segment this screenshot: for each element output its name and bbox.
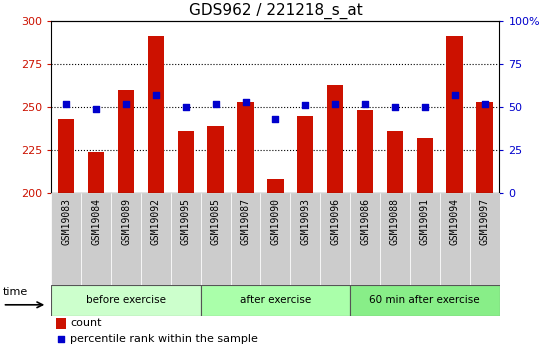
Bar (320, 193, 350, 285)
Text: GSM19090: GSM19090 (271, 198, 280, 245)
Point (301, 102, 309, 108)
Bar (147, 36, 164, 193)
Text: GSM19097: GSM19097 (480, 198, 490, 245)
Text: GSM19089: GSM19089 (121, 198, 131, 245)
Bar (387, 131, 403, 193)
Text: 60 min after exercise: 60 min after exercise (369, 295, 480, 305)
Point (152, 92, 160, 98)
Text: GSM19095: GSM19095 (181, 198, 191, 245)
Bar (350, 285, 500, 316)
Point (122, 101, 130, 106)
Text: after exercise: after exercise (240, 295, 311, 305)
Bar (178, 131, 194, 193)
Bar (297, 116, 314, 193)
Text: count: count (70, 318, 102, 328)
Bar (58, 119, 75, 193)
Text: before exercise: before exercise (86, 295, 166, 305)
Text: GSM19091: GSM19091 (420, 198, 430, 245)
Point (331, 101, 340, 106)
Text: GSM19096: GSM19096 (330, 198, 340, 245)
Bar (56, 318, 66, 329)
Text: GSM19084: GSM19084 (91, 198, 101, 245)
Text: GSM19083: GSM19083 (61, 198, 71, 245)
Bar (291, 193, 320, 285)
Bar (201, 193, 231, 285)
Point (361, 101, 369, 106)
Bar (111, 193, 141, 285)
Bar (267, 179, 284, 193)
Bar (237, 102, 254, 193)
Bar (260, 193, 291, 285)
Bar (476, 102, 493, 193)
Text: GSM19086: GSM19086 (360, 198, 370, 245)
Text: GSM19092: GSM19092 (151, 198, 161, 245)
Bar (470, 193, 500, 285)
Bar (201, 285, 350, 316)
Bar (231, 193, 260, 285)
Bar (327, 85, 343, 193)
Bar (380, 193, 410, 285)
Bar (141, 193, 171, 285)
Point (450, 92, 459, 98)
Point (390, 104, 399, 110)
Bar (440, 193, 470, 285)
Point (62, 101, 71, 106)
Point (241, 99, 250, 105)
Point (181, 104, 190, 110)
Point (211, 101, 220, 106)
Bar (171, 193, 201, 285)
Point (271, 116, 280, 122)
Bar (88, 152, 104, 193)
Text: percentile rank within the sample: percentile rank within the sample (70, 334, 258, 344)
Bar (447, 36, 463, 193)
Point (92, 106, 100, 111)
Bar (51, 193, 81, 285)
Text: GSM19087: GSM19087 (240, 198, 251, 245)
Bar (118, 90, 134, 193)
Text: GSM19088: GSM19088 (390, 198, 400, 245)
Title: GDS962 / 221218_s_at: GDS962 / 221218_s_at (188, 3, 362, 19)
Text: GSM19094: GSM19094 (450, 198, 460, 245)
Bar (81, 193, 111, 285)
Text: GSM19085: GSM19085 (211, 198, 221, 245)
Point (421, 104, 429, 110)
Bar (207, 126, 224, 193)
Text: time: time (3, 287, 28, 297)
Bar (350, 193, 380, 285)
Point (480, 101, 489, 106)
Bar (357, 110, 373, 193)
Point (56, 336, 65, 341)
Text: GSM19093: GSM19093 (300, 198, 310, 245)
Bar (51, 285, 201, 316)
Bar (410, 193, 440, 285)
Bar (416, 138, 433, 193)
